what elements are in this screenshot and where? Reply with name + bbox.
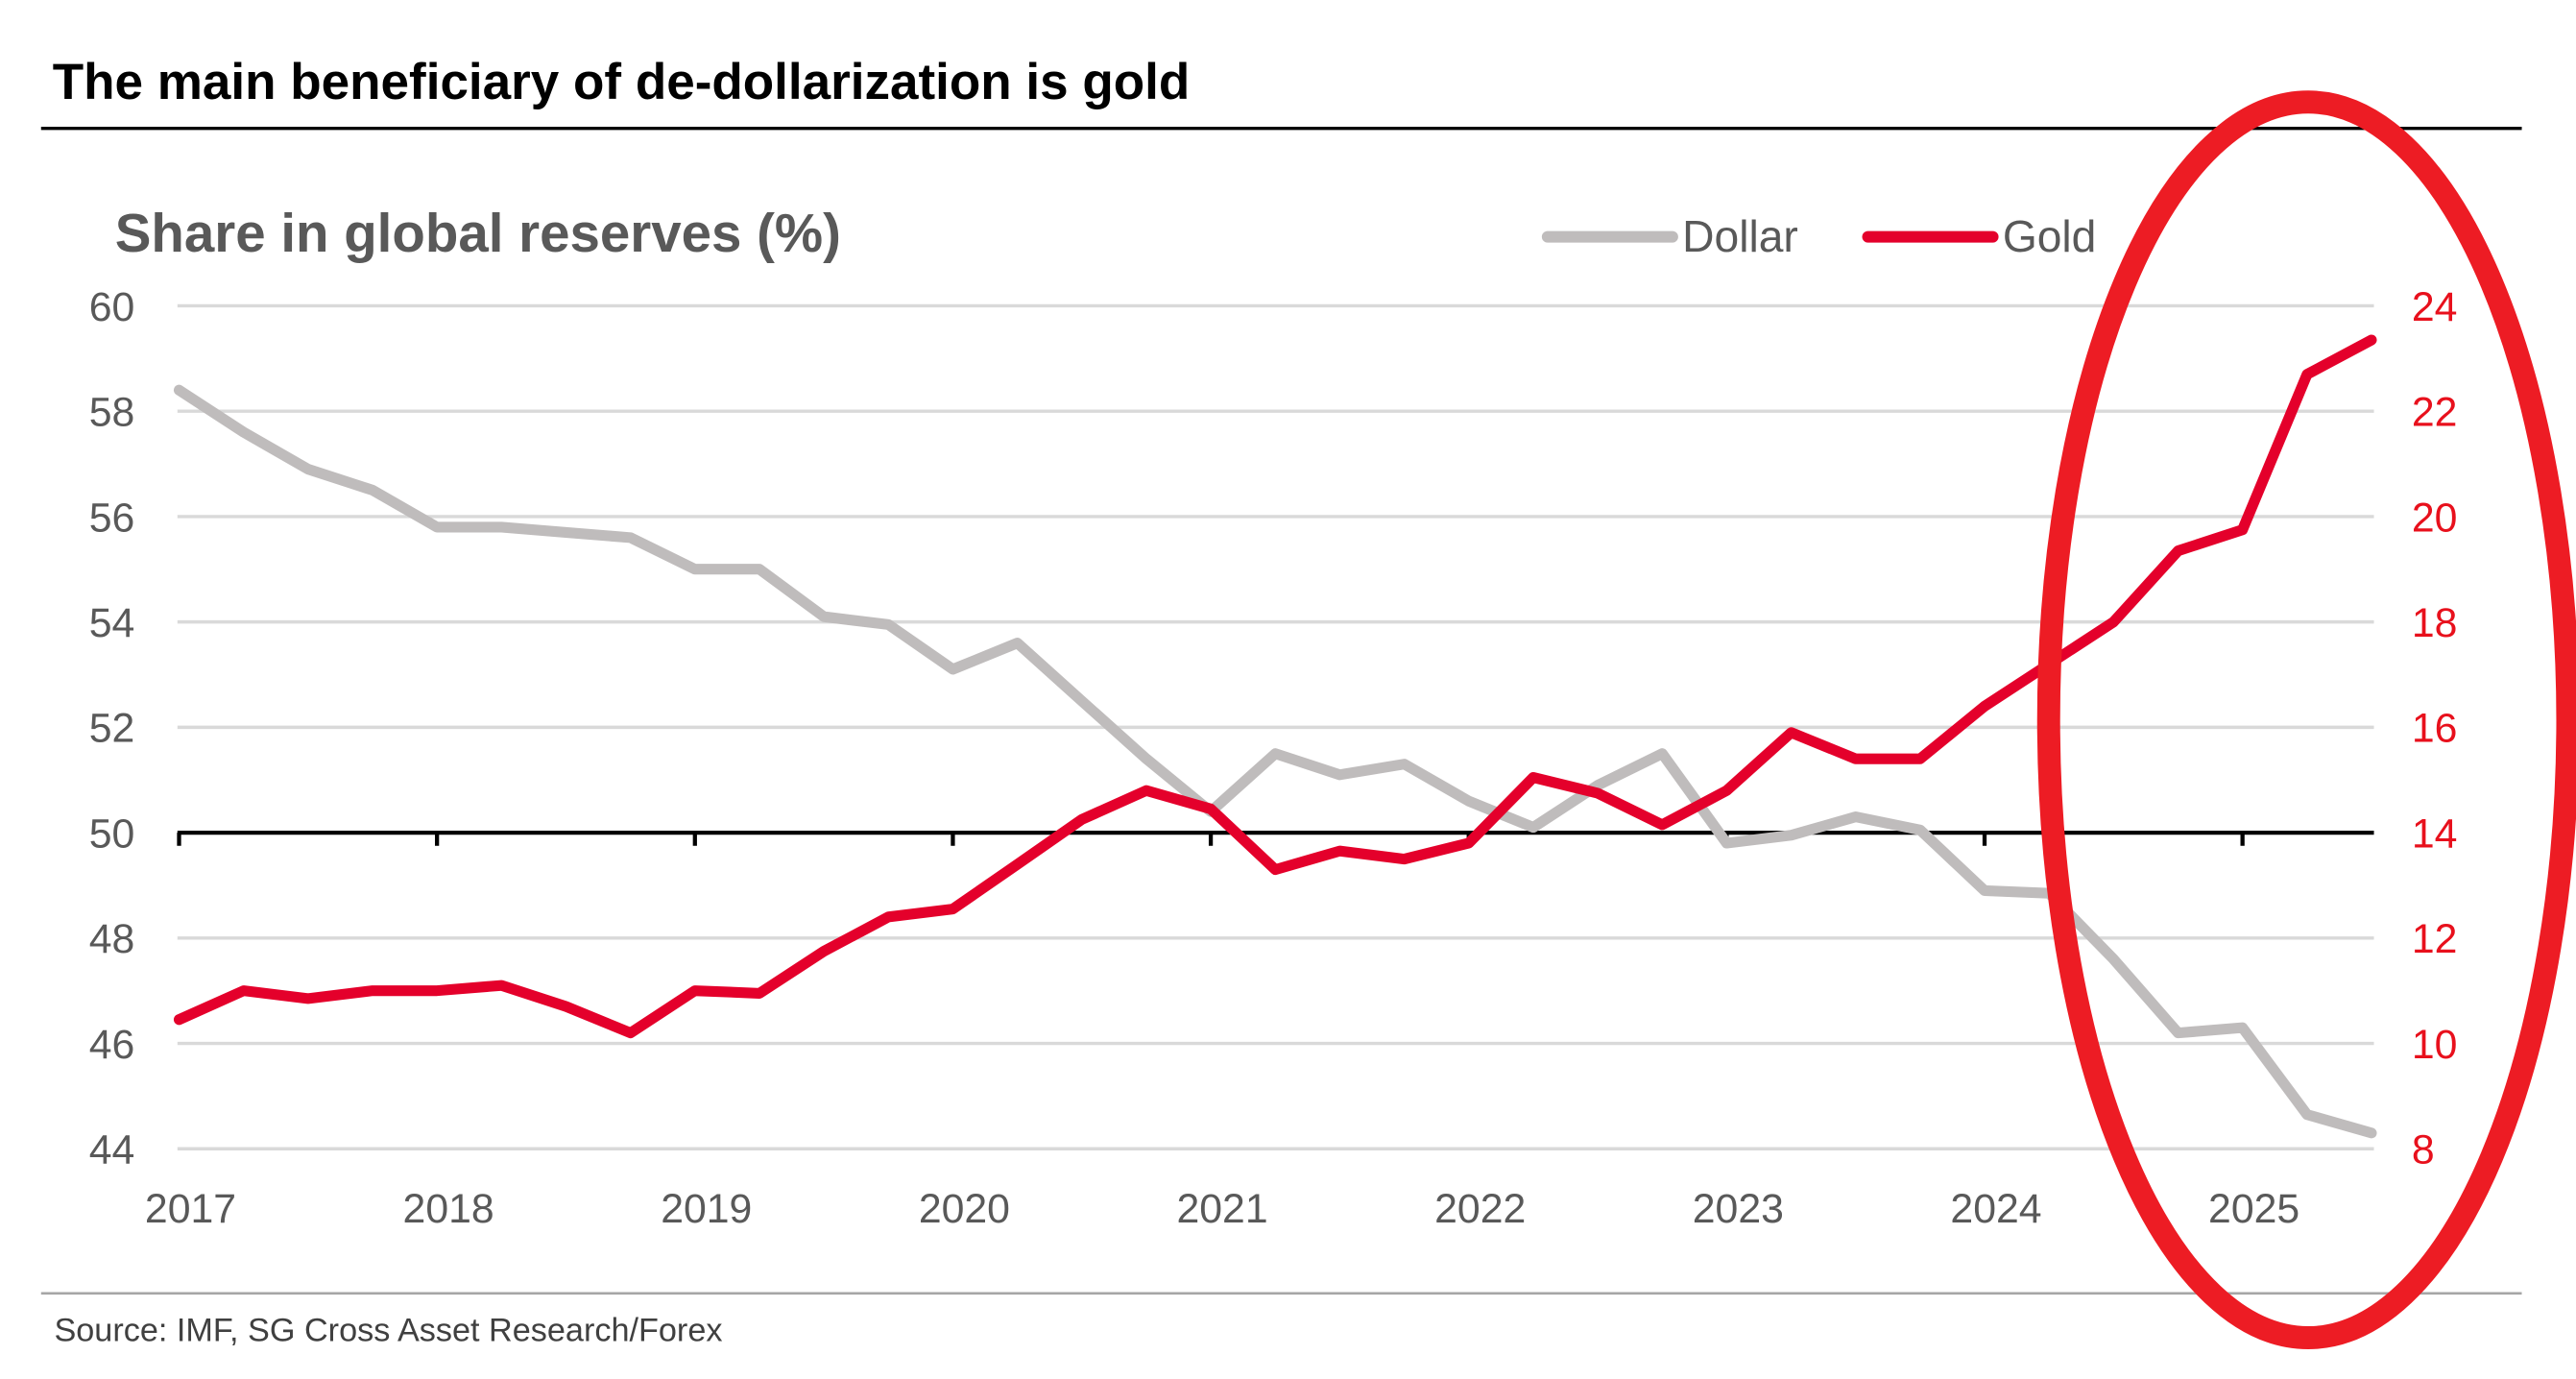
series-line-dollar [173,384,2377,1139]
x-tick-label: 2020 [919,1186,1010,1232]
chart-title: The main beneficiary of de-dollarization… [53,54,1191,110]
legend: Dollar Gold [1541,211,2097,261]
y-right-tick-label: 22 [2412,390,2458,436]
x-tick-label: 2019 [661,1186,752,1232]
x-tick-label: 2024 [1950,1186,2041,1232]
y-right-tick-label: 10 [2412,1022,2458,1068]
y-right-tick-label: 18 [2412,600,2458,646]
x-tick-label: 2018 [403,1186,494,1232]
series-line-gold [173,334,2377,1039]
y-right-tick-label: 16 [2412,706,2458,752]
y-right-tick-label: 12 [2412,916,2458,962]
series-lines [173,334,2377,1139]
legend-label-dollar: Dollar [1682,211,1798,261]
y-left-tick-label: 52 [89,706,135,752]
x-axis: 2017 2018 2019 2020 2021 2022 2023 2024 2025 [145,830,2374,1232]
y-left-tick-label: 50 [89,810,135,857]
y-left-tick-label: 46 [89,1022,135,1068]
x-tick-label: 2017 [145,1186,236,1232]
y-right-tick-label: 24 [2412,284,2458,330]
highlight-ellipse [2036,90,2576,1349]
y-left-tick-label: 56 [89,495,135,541]
y-left-tick-label: 44 [89,1127,135,1173]
y-left-tick-label: 48 [89,916,135,962]
y-left-tick-label: 54 [89,600,135,646]
y-left-tick-label: 58 [89,390,135,436]
x-tick-label: 2021 [1176,1186,1267,1232]
chart-subtitle: Share in global reserves (%) [115,203,841,263]
y-right-tick-label: 20 [2412,495,2458,541]
source-note: Source: IMF, SG Cross Asset Research/For… [54,1312,722,1348]
y-left-tick-label: 60 [89,284,135,330]
y-axis-right: 24 22 20 18 16 14 12 10 8 [2412,284,2458,1173]
y-right-tick-label: 14 [2412,810,2458,857]
x-tick-label: 2025 [2208,1186,2299,1232]
gridlines [177,303,2374,1150]
x-tick-label: 2023 [1693,1186,1784,1232]
y-right-tick-label: 8 [2412,1127,2435,1173]
y-axis-left: 60 58 56 54 52 50 48 46 44 [89,284,135,1173]
legend-label-gold: Gold [2003,211,2097,261]
x-tick-label: 2022 [1434,1186,1526,1232]
